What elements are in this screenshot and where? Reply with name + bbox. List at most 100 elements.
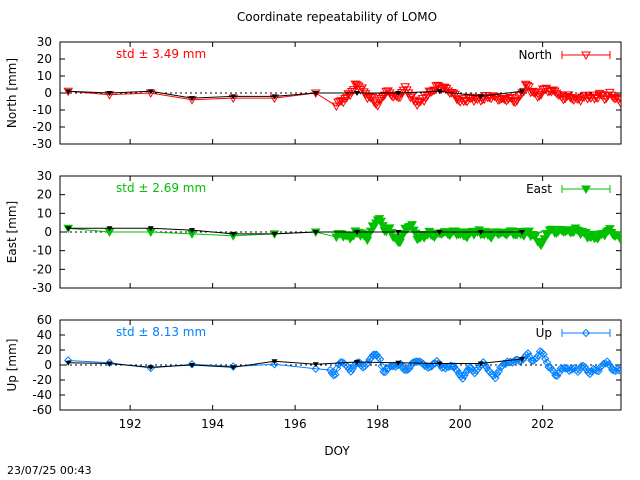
north-point [560, 94, 571, 104]
up-legend-label: Up [536, 326, 552, 340]
north-point [450, 90, 460, 100]
up-solution-point [147, 365, 154, 371]
north-point [372, 102, 383, 111]
up-point [597, 361, 607, 370]
north-solution-point [271, 94, 278, 100]
north-y-tick-label: 30 [37, 35, 52, 49]
north-point [520, 80, 531, 90]
up-point [362, 359, 371, 369]
x-tick-label: 200 [449, 417, 472, 431]
north-y-tick-label: -30 [32, 137, 52, 151]
up-point [473, 364, 483, 374]
north-point [420, 94, 431, 103]
north-y-tick-label: -10 [32, 103, 52, 117]
up-point [382, 364, 392, 374]
east-solution-point [395, 230, 402, 235]
up-point [551, 371, 560, 380]
up-point [393, 361, 402, 370]
north-solution-point [189, 96, 195, 102]
up-point [365, 355, 374, 364]
north-point [374, 96, 385, 106]
north-point [534, 92, 545, 101]
up-point [270, 360, 279, 369]
up-point [614, 366, 621, 375]
up-point [479, 358, 488, 367]
up-point [454, 369, 464, 379]
up-solution-point [395, 360, 402, 366]
up-y-tick-label: -40 [32, 388, 52, 402]
north-solution-point [65, 89, 72, 95]
up-point [405, 364, 414, 373]
east-solution-point [271, 231, 278, 237]
north-point [376, 94, 386, 104]
north-point [510, 98, 521, 108]
east-point [376, 217, 386, 227]
up-point [348, 364, 357, 374]
east-point [386, 229, 397, 238]
up-point [461, 368, 471, 377]
east-y-tick-label: 20 [37, 188, 52, 202]
north-point [498, 94, 509, 104]
north-point [350, 80, 361, 90]
east-y-tick-label: -30 [32, 281, 52, 295]
east-solution-point [230, 231, 237, 237]
up-point [368, 350, 378, 360]
x-tick-label: 202 [531, 417, 554, 431]
east-solution-point [354, 230, 360, 235]
east-y-tick-label: 30 [37, 169, 52, 183]
up-point [325, 365, 335, 375]
east-solution-line [68, 227, 522, 235]
up-point [489, 371, 498, 380]
north-point [611, 94, 621, 103]
up-point [532, 353, 541, 363]
north-point [377, 93, 388, 102]
north-point [524, 83, 534, 92]
north-point [558, 96, 569, 105]
up-point [539, 350, 548, 359]
north-point [334, 97, 345, 107]
x-axis-label: DOY [324, 444, 350, 458]
panels: -30 -20 -10 0 10 20 30 North [mm] std ± 3.49 mm N… [5, 35, 622, 431]
up-point [492, 369, 502, 379]
up-point [602, 357, 612, 366]
east-legend-marker [581, 185, 591, 195]
up-y-tick-label: 20 [37, 343, 52, 357]
north-point [501, 97, 512, 106]
north-std-label: std ± 3.49 mm [116, 47, 206, 61]
east-solution-point [147, 226, 154, 232]
figure-title: Coordinate repeatability of LOMO [237, 10, 437, 24]
east-point [407, 221, 417, 230]
north-series [63, 80, 621, 112]
east-y-axis-label: East [mm] [5, 201, 19, 263]
north-point [451, 95, 462, 105]
up-point [599, 359, 608, 369]
north-solution-point [436, 89, 443, 95]
north-point [594, 89, 605, 99]
timestamp: 23/07/25 00:43 [7, 464, 92, 477]
east-series [63, 215, 621, 251]
north-point [565, 94, 576, 103]
up-std-label: std ± 8.13 mm [116, 325, 206, 339]
x-tick-label: 198 [366, 417, 389, 431]
north-legend-marker [581, 51, 591, 61]
north-point [383, 87, 393, 96]
up-point [467, 363, 476, 373]
up-series [64, 347, 621, 383]
up-solution-point [230, 365, 237, 371]
north-y-tick-label: 0 [44, 86, 52, 100]
north-solution-point [395, 91, 402, 96]
north-solution-point [477, 94, 484, 100]
north-point [599, 95, 610, 105]
north-y-tick-label: 20 [37, 52, 52, 66]
east-point [531, 231, 541, 241]
north-solution-point [354, 91, 360, 96]
north-solution-point [147, 89, 154, 95]
east-std-label: std ± 2.69 mm [116, 181, 206, 195]
up-point [582, 365, 591, 374]
east-solution-point [106, 226, 113, 232]
north-point [348, 86, 359, 95]
north-legend-label: North [518, 48, 552, 62]
